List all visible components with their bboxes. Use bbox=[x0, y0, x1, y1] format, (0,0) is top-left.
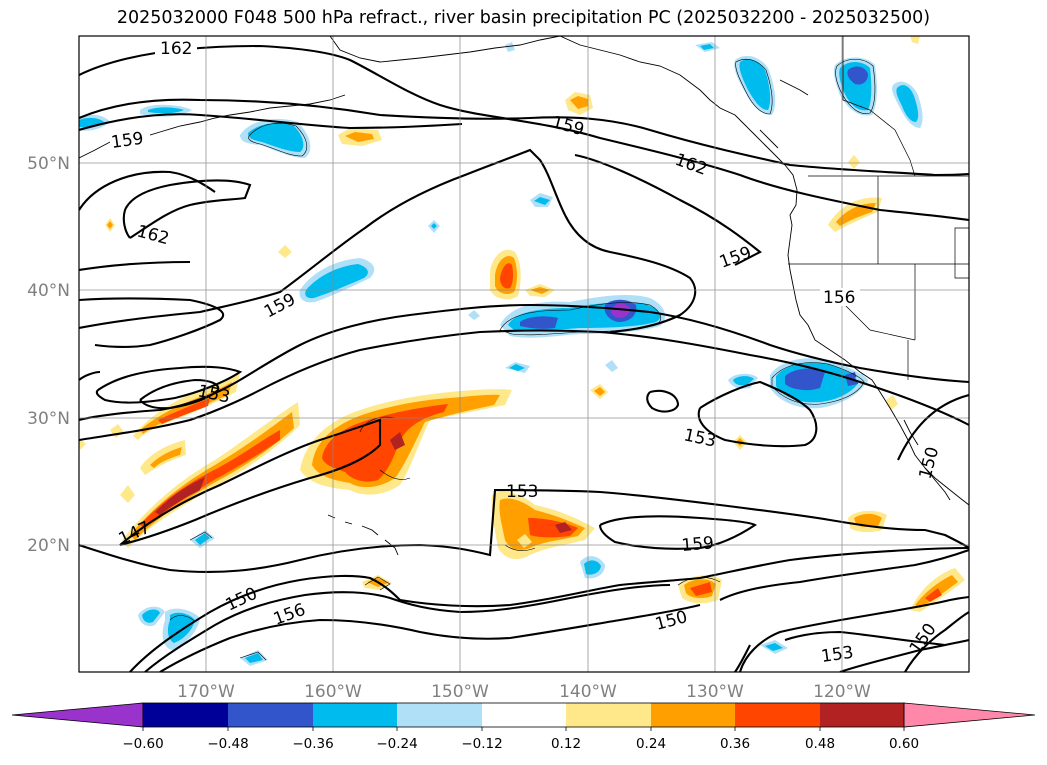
colorbar-segment bbox=[820, 703, 904, 727]
colorbar-segment bbox=[566, 703, 651, 727]
contour-label: 153 bbox=[820, 643, 855, 667]
lat-label: 30°N bbox=[27, 409, 70, 429]
colorbar-segment bbox=[651, 703, 735, 727]
graticule bbox=[79, 36, 969, 672]
lat-label: 50°N bbox=[27, 154, 70, 174]
lat-label: 40°N bbox=[27, 281, 70, 301]
longitude-labels: 170°W 160°W 150°W 140°W 130°W 120°W bbox=[177, 682, 871, 702]
colorbar-tick-label: −0.36 bbox=[292, 736, 333, 752]
map-border bbox=[78, 35, 970, 673]
lon-label: 140°W bbox=[559, 682, 617, 702]
colorbar-tick-label: 0.60 bbox=[889, 736, 919, 752]
colorbar-tick-label: −0.48 bbox=[207, 736, 248, 752]
colorbar-segment bbox=[735, 703, 820, 727]
colorbar-ticks bbox=[142, 727, 905, 731]
colorbar-segment bbox=[482, 703, 566, 727]
colorbar-tick-label: −0.24 bbox=[376, 736, 417, 752]
lon-label: 150°W bbox=[431, 682, 489, 702]
colorbar-segment bbox=[397, 703, 482, 727]
lon-label: 160°W bbox=[304, 682, 362, 702]
contour-label: 156 bbox=[823, 288, 855, 308]
pc-outlines bbox=[169, 58, 876, 661]
colorbar-tick-label: 0.36 bbox=[720, 736, 750, 752]
colorbar-tick-label: 0.12 bbox=[551, 736, 581, 752]
lon-label: 170°W bbox=[177, 682, 235, 702]
colorbar-tick-label: −0.60 bbox=[122, 736, 163, 752]
colorbar-segment bbox=[313, 703, 397, 727]
lat-label: 20°N bbox=[27, 536, 70, 556]
latitude-labels: 50°N 40°N 30°N 20°N bbox=[27, 154, 70, 556]
colorbar-tick-label: 0.48 bbox=[805, 736, 835, 752]
colorbar-tick-label: 0.24 bbox=[636, 736, 666, 752]
lon-label: 130°W bbox=[686, 682, 744, 702]
colorbar-extend-right bbox=[903, 702, 1036, 728]
colorbar-segment bbox=[143, 703, 228, 727]
colorbar-segment bbox=[228, 703, 313, 727]
map-title: 2025032000 F048 500 hPa refract., river … bbox=[116, 8, 931, 28]
contour-label: 159 bbox=[681, 533, 715, 556]
contour-label: 159 bbox=[110, 129, 145, 153]
contour-label: 153 bbox=[506, 482, 538, 502]
contour-label: 162 bbox=[160, 39, 192, 59]
colorbar-extend-left bbox=[11, 702, 144, 728]
colorbar-tick-label: −0.12 bbox=[461, 736, 502, 752]
lon-label: 120°W bbox=[813, 682, 871, 702]
map-area bbox=[79, 36, 969, 672]
colorbar: −0.60 −0.48 −0.36 −0.24 −0.12 0.12 0.24 … bbox=[11, 702, 1036, 752]
